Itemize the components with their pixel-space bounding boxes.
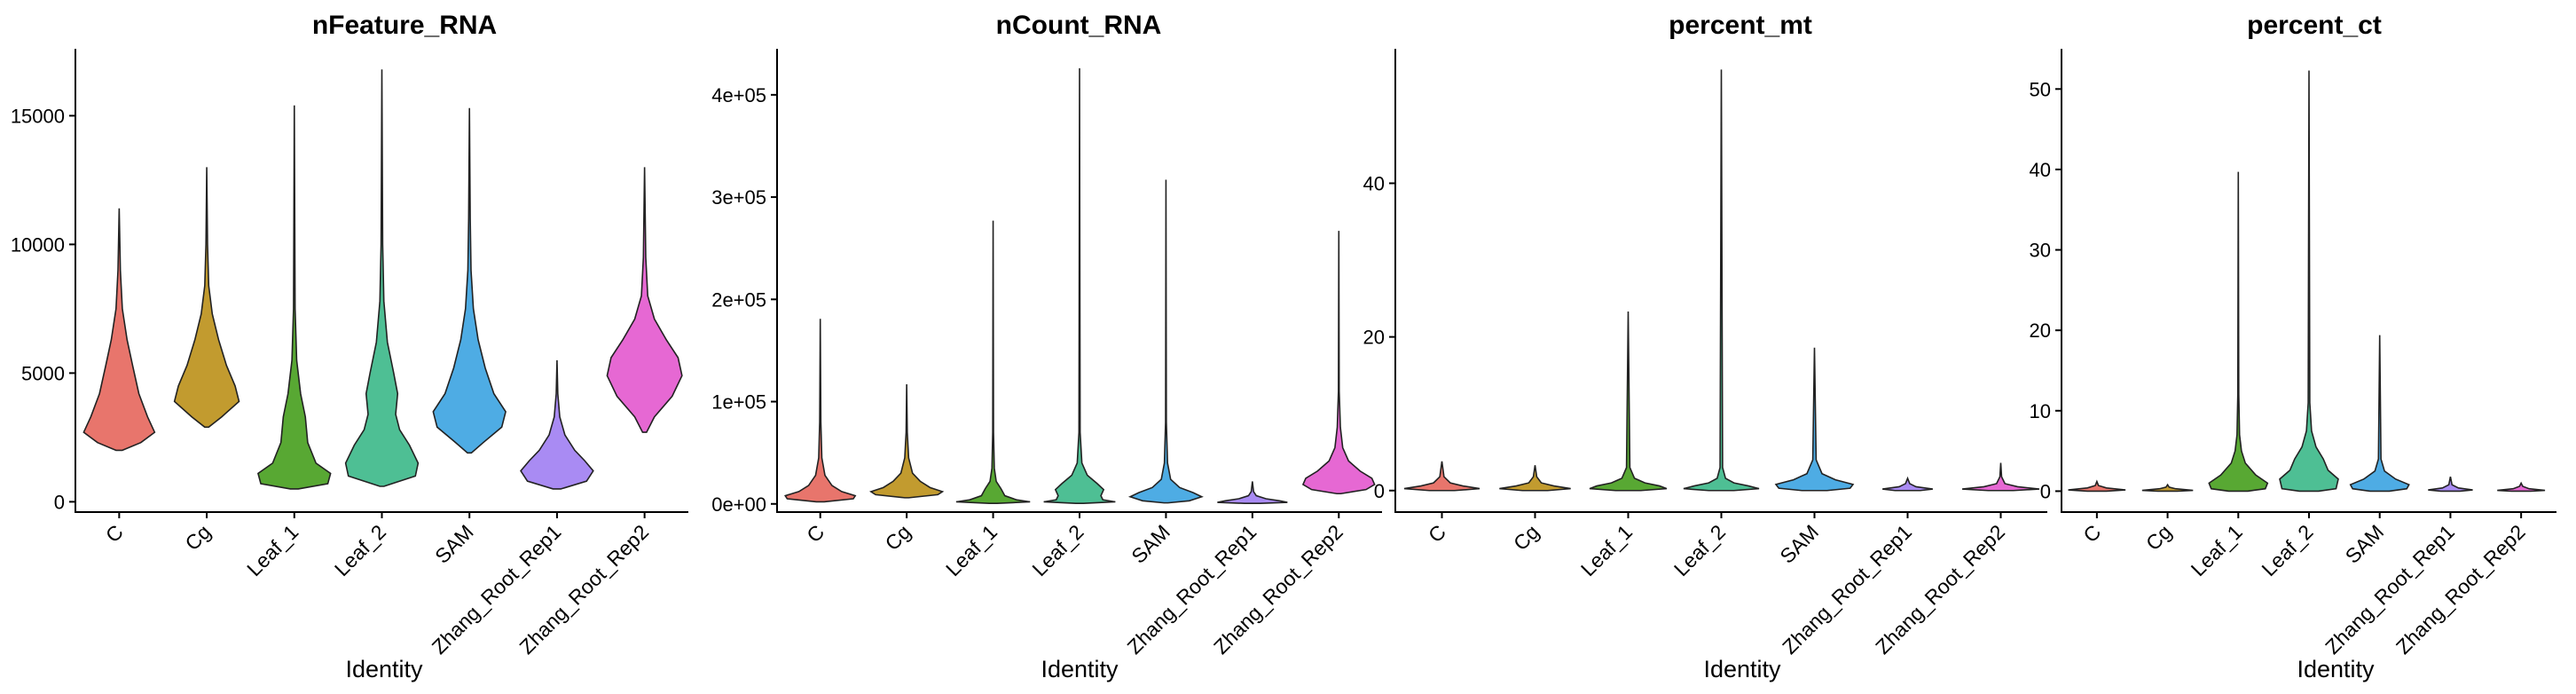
violin-leaf-2 — [2279, 70, 2339, 493]
x-tick-label: Leaf_1 — [242, 520, 302, 580]
y-tick-label: 2e+05 — [711, 288, 766, 311]
violin-cg — [173, 167, 240, 429]
x-tick-label: Zhang_Root_Rep1 — [2321, 520, 2459, 659]
violin-leaf-2 — [344, 69, 420, 487]
violin-zhang-root-rep1 — [1217, 481, 1288, 505]
x-axis-label: Identity — [1041, 656, 1119, 682]
violin-zhang-root-rep1 — [2428, 476, 2473, 493]
y-tick-label: 40 — [1363, 172, 1385, 194]
violin-c — [784, 319, 857, 503]
violin-c — [2068, 479, 2126, 493]
y-tick-label: 30 — [2030, 240, 2051, 262]
y-tick-label: 0 — [1374, 480, 1385, 502]
violin-zhang-root-rep1 — [1882, 476, 1933, 492]
panel-title: nFeature_RNA — [312, 11, 497, 40]
violin-leaf-2 — [1043, 67, 1116, 505]
violin-leaf-1 — [257, 105, 332, 490]
x-tick-label: Cg — [180, 520, 215, 555]
x-axis-label: Identity — [1703, 656, 1781, 682]
y-tick-label: 0 — [2040, 480, 2051, 502]
violin-c — [1403, 461, 1480, 492]
chart-panel: 0 10 20 30 40 50 C Cg Leaf_1 Leaf_2 SAMZhang_Root_… — [2030, 49, 2556, 659]
x-axis-label: Identity — [2297, 656, 2375, 682]
violin-c — [82, 208, 156, 452]
x-tick-label: SAM — [1127, 520, 1174, 568]
x-tick-label: Leaf_1 — [2187, 520, 2247, 580]
x-tick-label: SAM — [2341, 520, 2389, 568]
panel-ncount-rna: nCount_RNA Identity — [996, 11, 1162, 682]
x-tick-label: SAM — [1775, 520, 1823, 568]
y-tick-label: 20 — [1363, 327, 1385, 349]
violin-sam — [1127, 179, 1204, 504]
y-tick-label: 4e+05 — [711, 84, 766, 106]
chart-panel: 0e+00 1e+05 2e+05 3e+05 4e+05 C Cg Leaf_1 Leaf_2… — [711, 49, 1382, 659]
x-tick-label: Leaf_2 — [2257, 520, 2317, 580]
panel-title: nCount_RNA — [996, 11, 1162, 40]
violin-sam — [1774, 347, 1855, 492]
x-tick-label: Cg — [1509, 520, 1543, 555]
panel-title: percent_mt — [1669, 11, 1812, 40]
x-tick-label: Cg — [881, 520, 915, 555]
y-tick-label: 15000 — [11, 105, 65, 127]
x-tick-label: C — [101, 520, 128, 547]
x-tick-label: Zhang_Root_Rep2 — [2391, 520, 2530, 659]
violin-zhang-root-rep2 — [2497, 481, 2546, 493]
y-tick-label: 3e+05 — [711, 186, 766, 209]
y-tick-label: 5000 — [21, 362, 65, 384]
violin-leaf-1 — [2208, 171, 2269, 493]
violin-cg — [868, 383, 945, 499]
y-tick-label: 10 — [2030, 400, 2051, 422]
x-tick-label: Cg — [2141, 520, 2176, 555]
violin-zhang-root-rep1 — [520, 359, 594, 490]
y-tick-label: 50 — [2030, 78, 2051, 100]
x-tick-label: C — [1424, 520, 1450, 547]
panel-percent-ct: percent_ct Identity — [2247, 11, 2382, 682]
x-tick-label: C — [2078, 520, 2105, 547]
x-tick-label: C — [802, 520, 829, 547]
violin-cg — [2141, 483, 2194, 493]
violin-cg — [1499, 465, 1571, 492]
violin-zhang-root-rep2 — [1301, 231, 1376, 495]
y-tick-label: 1e+05 — [711, 391, 766, 414]
x-tick-label: Leaf_2 — [1669, 520, 1730, 580]
y-tick-label: 0e+00 — [711, 493, 766, 516]
y-tick-label: 10000 — [11, 233, 65, 256]
panel-percent-mt: percent_mt Identity — [1669, 11, 1812, 682]
violin-leaf-1 — [955, 220, 1031, 505]
x-tick-label: SAM — [430, 520, 478, 568]
panel-nfeature-rna: nFeature_RNA Identity — [312, 11, 497, 682]
violin-leaf-1 — [1589, 312, 1668, 492]
y-tick-label: 20 — [2030, 319, 2051, 342]
violin-zhang-root-rep2 — [606, 167, 683, 433]
x-tick-label: Leaf_2 — [330, 520, 390, 580]
x-tick-label: Leaf_1 — [1576, 520, 1637, 580]
panel-title: percent_ct — [2247, 11, 2382, 40]
violin-sam — [2349, 335, 2410, 493]
violin-leaf-2 — [1683, 69, 1760, 492]
violin-zhang-root-rep2 — [1961, 462, 2040, 492]
x-tick-label: Leaf_1 — [941, 520, 1001, 580]
x-axis-label: Identity — [345, 656, 423, 682]
violin-sam — [432, 107, 507, 454]
y-tick-label: 0 — [54, 491, 65, 513]
x-tick-label: Leaf_2 — [1027, 520, 1088, 580]
y-tick-label: 40 — [2030, 159, 2051, 181]
